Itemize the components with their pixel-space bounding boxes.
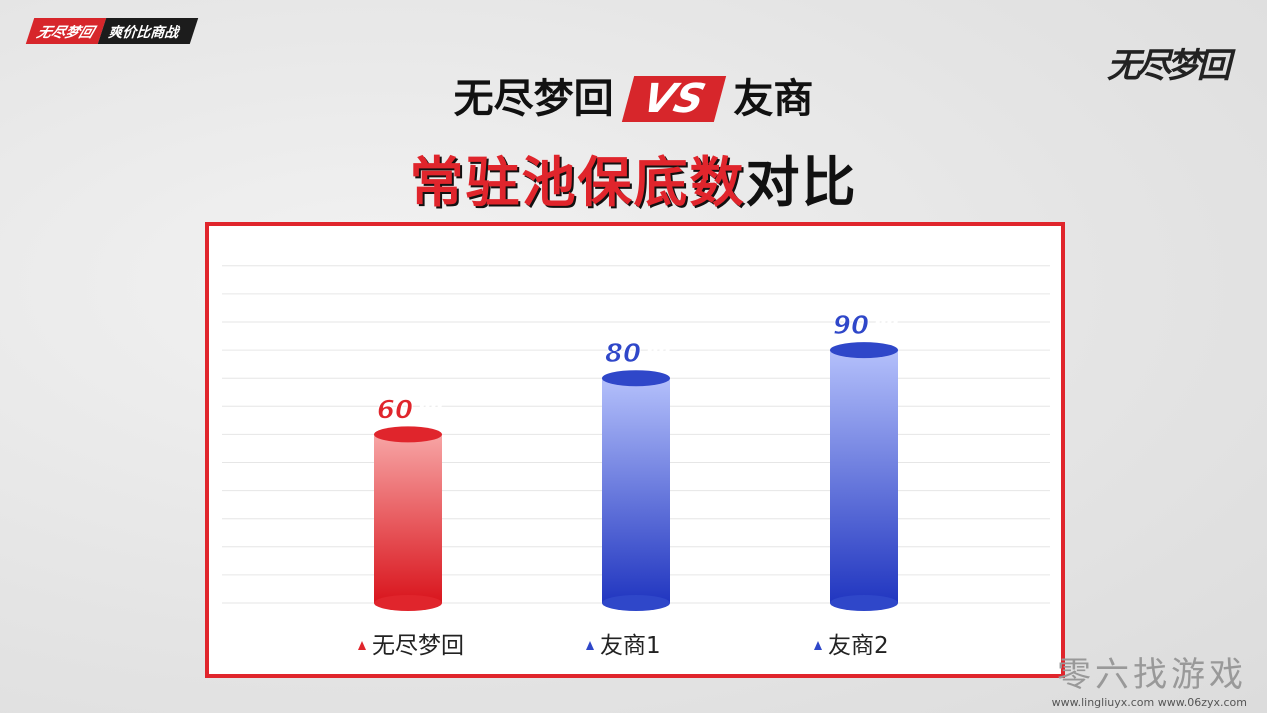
watermark-name: 零六找游戏 xyxy=(1057,655,1247,695)
title-line-1: 无尽梦回 VS 友商 xyxy=(0,66,1267,124)
category-label: 友商2 xyxy=(828,633,889,659)
bar-body xyxy=(602,378,670,603)
game-logo: 无尽梦回 xyxy=(1107,46,1231,86)
bar-top xyxy=(374,426,442,443)
title-left: 无尽梦回 xyxy=(453,76,614,122)
data-label: 80抽 xyxy=(605,339,671,369)
title-main-black: 对比 xyxy=(745,151,858,214)
bar-body xyxy=(374,434,442,603)
category-label: 友商1 xyxy=(600,633,661,659)
watermark: 零六找游戏 www.lingliuyx.com www.06zyx.com xyxy=(1052,647,1247,709)
category-label: 无尽梦回 xyxy=(372,633,464,659)
bar-base xyxy=(602,595,670,611)
page-title: 常驻池保底数对比 xyxy=(0,138,1267,217)
bar-body xyxy=(830,350,898,603)
data-label: 60抽 xyxy=(377,395,443,425)
bar-base xyxy=(374,595,442,611)
triangle-icon xyxy=(586,641,594,650)
data-label: 90抽 xyxy=(833,311,899,341)
triangle-icon xyxy=(358,641,366,650)
bar-base xyxy=(830,595,898,611)
title-main-red: 常驻池保底数 xyxy=(409,151,746,214)
triangle-icon xyxy=(814,641,822,650)
title-right: 友商 xyxy=(733,76,814,122)
bar-top xyxy=(602,370,670,387)
bar-top xyxy=(830,342,898,359)
watermark-urls: www.lingliuyx.com www.06zyx.com xyxy=(1051,696,1247,709)
